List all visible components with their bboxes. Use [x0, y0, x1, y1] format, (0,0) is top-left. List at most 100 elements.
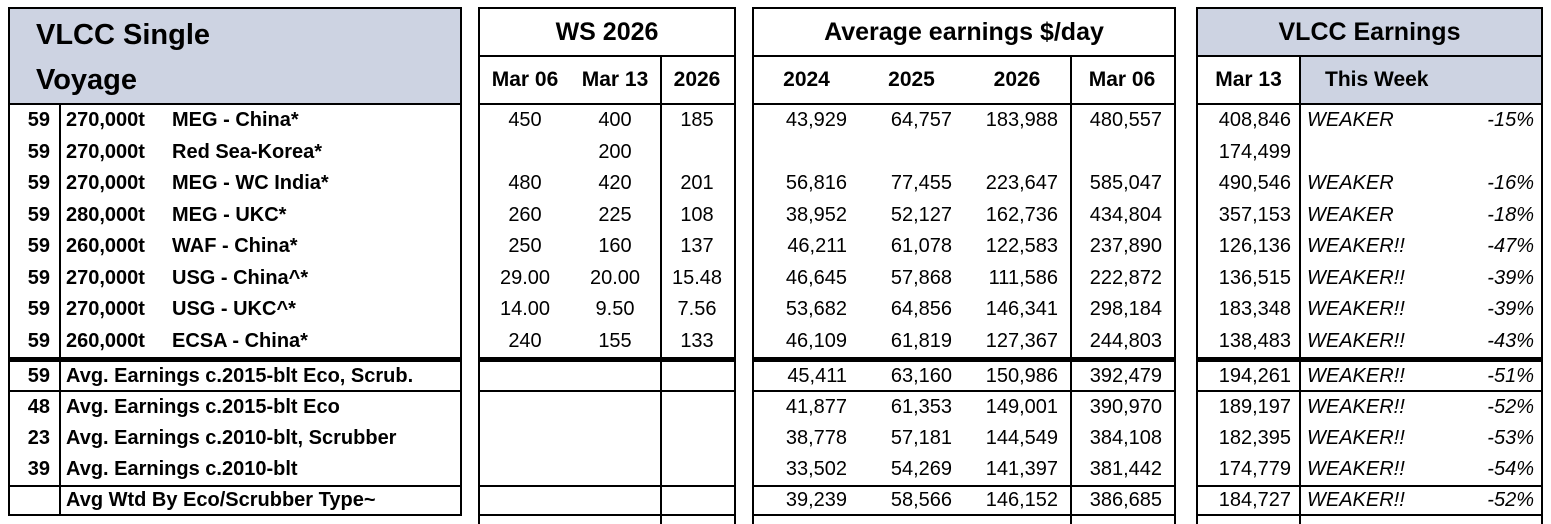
ws-row: 14.00 9.50 7.56: [480, 294, 734, 326]
ws-2026-title: WS 2026: [555, 17, 659, 46]
earnings-value-1: 57,181: [890, 427, 952, 449]
week-change: WEAKER -15%: [1299, 109, 1541, 132]
earnings-value-2: 111,586: [988, 266, 1058, 289]
panel-title-line2: Voyage: [36, 64, 138, 96]
voyage-row: 39 Avg. Earnings c.2010-blt: [10, 454, 460, 485]
cargo-size: 260,000t: [66, 235, 145, 258]
voyage-row: 59 270,000t USG - UKC^*: [10, 294, 460, 326]
ship-count: 39: [27, 458, 50, 480]
weekly-earnings-partial-row: [1196, 514, 1543, 524]
weekly-row: 194,261 WEAKER!! -51%: [1198, 362, 1541, 390]
earnings-value-1: 61,078: [890, 235, 952, 258]
mar13-earnings: 138,483: [1218, 329, 1291, 352]
earnings-value-0: 38,952: [785, 203, 847, 226]
ws-value-2: 7.56: [677, 298, 717, 321]
earnings-value-2: 162,736: [985, 203, 1058, 226]
earnings-partial-row: [752, 514, 1176, 524]
earnings-value-3: 392,479: [1089, 364, 1162, 387]
panel-title-line1: VLCC Single: [36, 19, 211, 51]
ws-value-0: 29.00: [499, 266, 551, 289]
week-change: WEAKER!! -39%: [1299, 267, 1541, 290]
ship-count: 59: [27, 364, 50, 387]
voyage-row: 48 Avg. Earnings c.2015-blt Eco: [10, 392, 460, 423]
voyage-row: 59 280,000t MEG - UKC*: [10, 200, 460, 232]
ws-value-1: 200: [598, 140, 632, 163]
route-label: 280,000t MEG - UKC*: [59, 204, 460, 227]
ws-row: 250 160 137: [480, 231, 734, 263]
earnings-values-avg3: 39,239 58,566 146,152 386,685: [752, 485, 1176, 516]
earnings-value-1: 57,868: [890, 266, 952, 289]
weekly-earnings-avg2: 189,197 WEAKER!! -52% 182,395 WEAKER!! -53% 17…: [1196, 390, 1543, 487]
average-earnings-title: Average earnings $/day: [824, 17, 1104, 46]
panel-vlcc-earnings: VLCC Earnings Mar 13 This Week 408,846 WE…: [1196, 7, 1543, 524]
voyage-row: 59 270,000t USG - China^*: [10, 263, 460, 295]
week-direction: WEAKER: [1307, 203, 1394, 226]
earnings-value-0: 33,502: [785, 458, 847, 480]
route-label: Avg. Earnings c.2010-blt: [66, 458, 298, 480]
mar13-earnings: 490,546: [1218, 172, 1291, 195]
earnings-value-3: 237,890: [1089, 235, 1162, 258]
earnings-value-2: 183,988: [985, 109, 1058, 132]
panel-ws-2026: WS 2026 Mar 06 Mar 13 2026 450 400 185 200 4…: [478, 7, 736, 524]
week-change: WEAKER!! -47%: [1299, 235, 1541, 258]
earnings-value-3: 386,685: [1089, 489, 1162, 511]
section-divider: [1196, 357, 1543, 362]
ship-count: 59: [27, 266, 50, 289]
earnings-value-1: 64,856: [890, 298, 952, 321]
weekly-row: 182,395 WEAKER!! -53%: [1198, 423, 1541, 454]
week-direction: WEAKER!!: [1307, 266, 1405, 289]
ws-value-2: 133: [680, 329, 714, 352]
route-label: 270,000t USG - UKC^*: [59, 298, 460, 321]
route-label: 270,000t MEG - China*: [59, 109, 460, 132]
week-percent: -15%: [1487, 109, 1534, 132]
earnings-value-3: 381,442: [1089, 458, 1162, 480]
ws-value-1: 225: [598, 203, 632, 226]
earnings-value-3: 384,108: [1089, 427, 1162, 449]
earnings-value-3: 298,184: [1089, 298, 1162, 321]
voyage-row: 59 Avg. Earnings c.2015-blt Eco, Scrub.: [10, 362, 460, 390]
week-change: WEAKER!! -52%: [1299, 489, 1541, 512]
ws-values-avg2: [478, 390, 736, 487]
mar13-earnings: 136,515: [1218, 266, 1291, 289]
earnings-values-avg2: 41,877 61,353 149,001 390,970 38,778 57,181 14…: [752, 390, 1176, 487]
vlcc-earnings-title: VLCC Earnings: [1278, 17, 1461, 46]
earnings-value-3: 390,970: [1089, 396, 1162, 418]
route-name: WAF - China*: [172, 235, 298, 258]
voyage-row: 59 260,000t WAF - China*: [10, 231, 460, 263]
cargo-size: 270,000t: [66, 298, 145, 321]
ws-value-0: 260: [508, 203, 542, 226]
ws-value-0: 480: [508, 172, 542, 195]
earnings-value-3: 244,803: [1089, 329, 1162, 352]
week-percent: -52%: [1487, 396, 1534, 418]
ship-count: 59: [27, 109, 50, 132]
voyage-row: 23 Avg. Earnings c.2010-blt, Scrubber: [10, 423, 460, 454]
panel-single-voyage: VLCC Single Voyage 59 270,000t MEG - China…: [8, 7, 462, 524]
week-percent: -47%: [1487, 235, 1534, 258]
mar13-earnings: 174,499: [1218, 140, 1291, 163]
mar13-earnings: 126,136: [1218, 235, 1291, 258]
avg-2015-scrub-label-box: 59 Avg. Earnings c.2015-blt Eco, Scrub.: [8, 360, 462, 392]
earnings-row: 41,877 61,353 149,001 390,970: [754, 392, 1174, 423]
ship-count: 59: [27, 203, 50, 226]
week-change: WEAKER!! -43%: [1299, 330, 1541, 353]
col-header-this-week: This Week: [1325, 68, 1429, 91]
route-name: MEG - UKC*: [172, 203, 287, 226]
week-percent: -39%: [1487, 298, 1534, 321]
weekly-row: 490,546 WEAKER -16%: [1198, 168, 1541, 200]
earnings-row: 39,239 58,566 146,152 386,685: [754, 487, 1174, 514]
week-change: WEAKER!! -54%: [1299, 458, 1541, 481]
route-name: USG - UKC^*: [172, 298, 296, 321]
mar13-earnings: 408,846: [1218, 109, 1291, 132]
earnings-value-2: 127,367: [985, 329, 1058, 352]
mar13-earnings: 183,348: [1218, 298, 1291, 321]
route-label: 270,000t MEG - WC India*: [59, 172, 460, 195]
ws-value-0: 240: [508, 329, 542, 352]
week-direction: WEAKER!!: [1307, 329, 1405, 352]
voyage-row: 59 270,000t MEG - WC India*: [10, 168, 460, 200]
ws-value-2: 15.48: [671, 266, 723, 289]
route-name: USG - China^*: [172, 266, 309, 289]
ws-value-2: 185: [680, 109, 714, 132]
weekly-row: 408,846 WEAKER -15%: [1198, 105, 1541, 137]
week-percent: -39%: [1487, 266, 1534, 289]
ws-values-avg1: [478, 360, 736, 392]
